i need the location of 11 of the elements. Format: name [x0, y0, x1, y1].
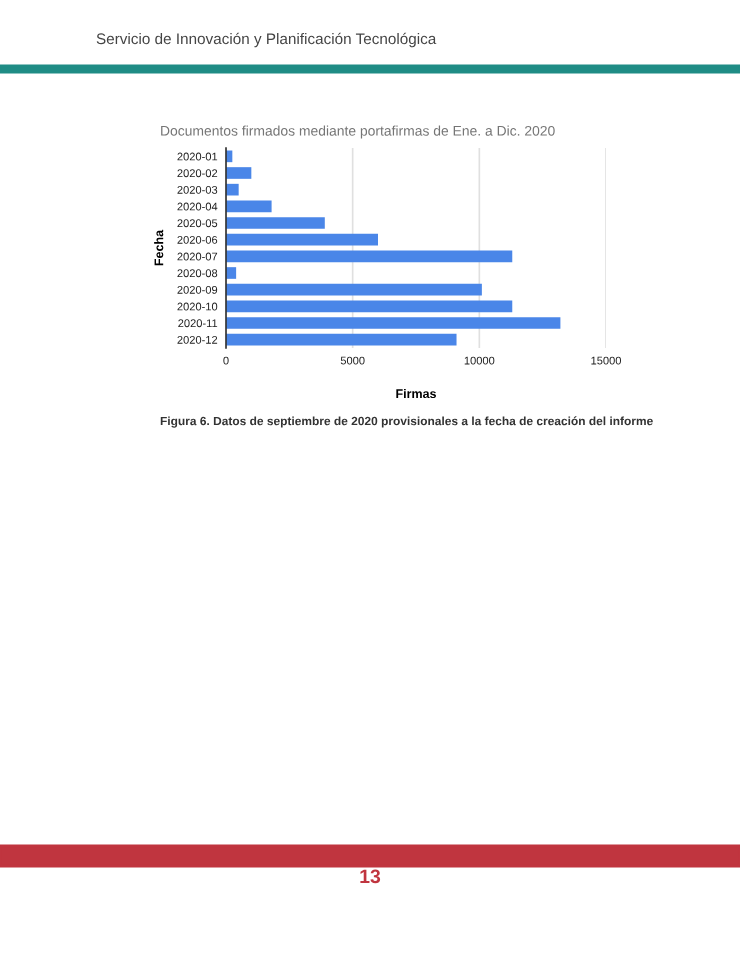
bar — [226, 300, 513, 313]
bar — [226, 333, 457, 346]
bar — [226, 283, 482, 296]
bar — [226, 200, 272, 213]
bar — [226, 167, 252, 179]
bar — [226, 217, 325, 229]
bar — [226, 233, 378, 246]
bar — [226, 250, 513, 263]
bar — [226, 267, 237, 279]
text: 13 — [360, 869, 381, 884]
bar — [226, 317, 561, 329]
